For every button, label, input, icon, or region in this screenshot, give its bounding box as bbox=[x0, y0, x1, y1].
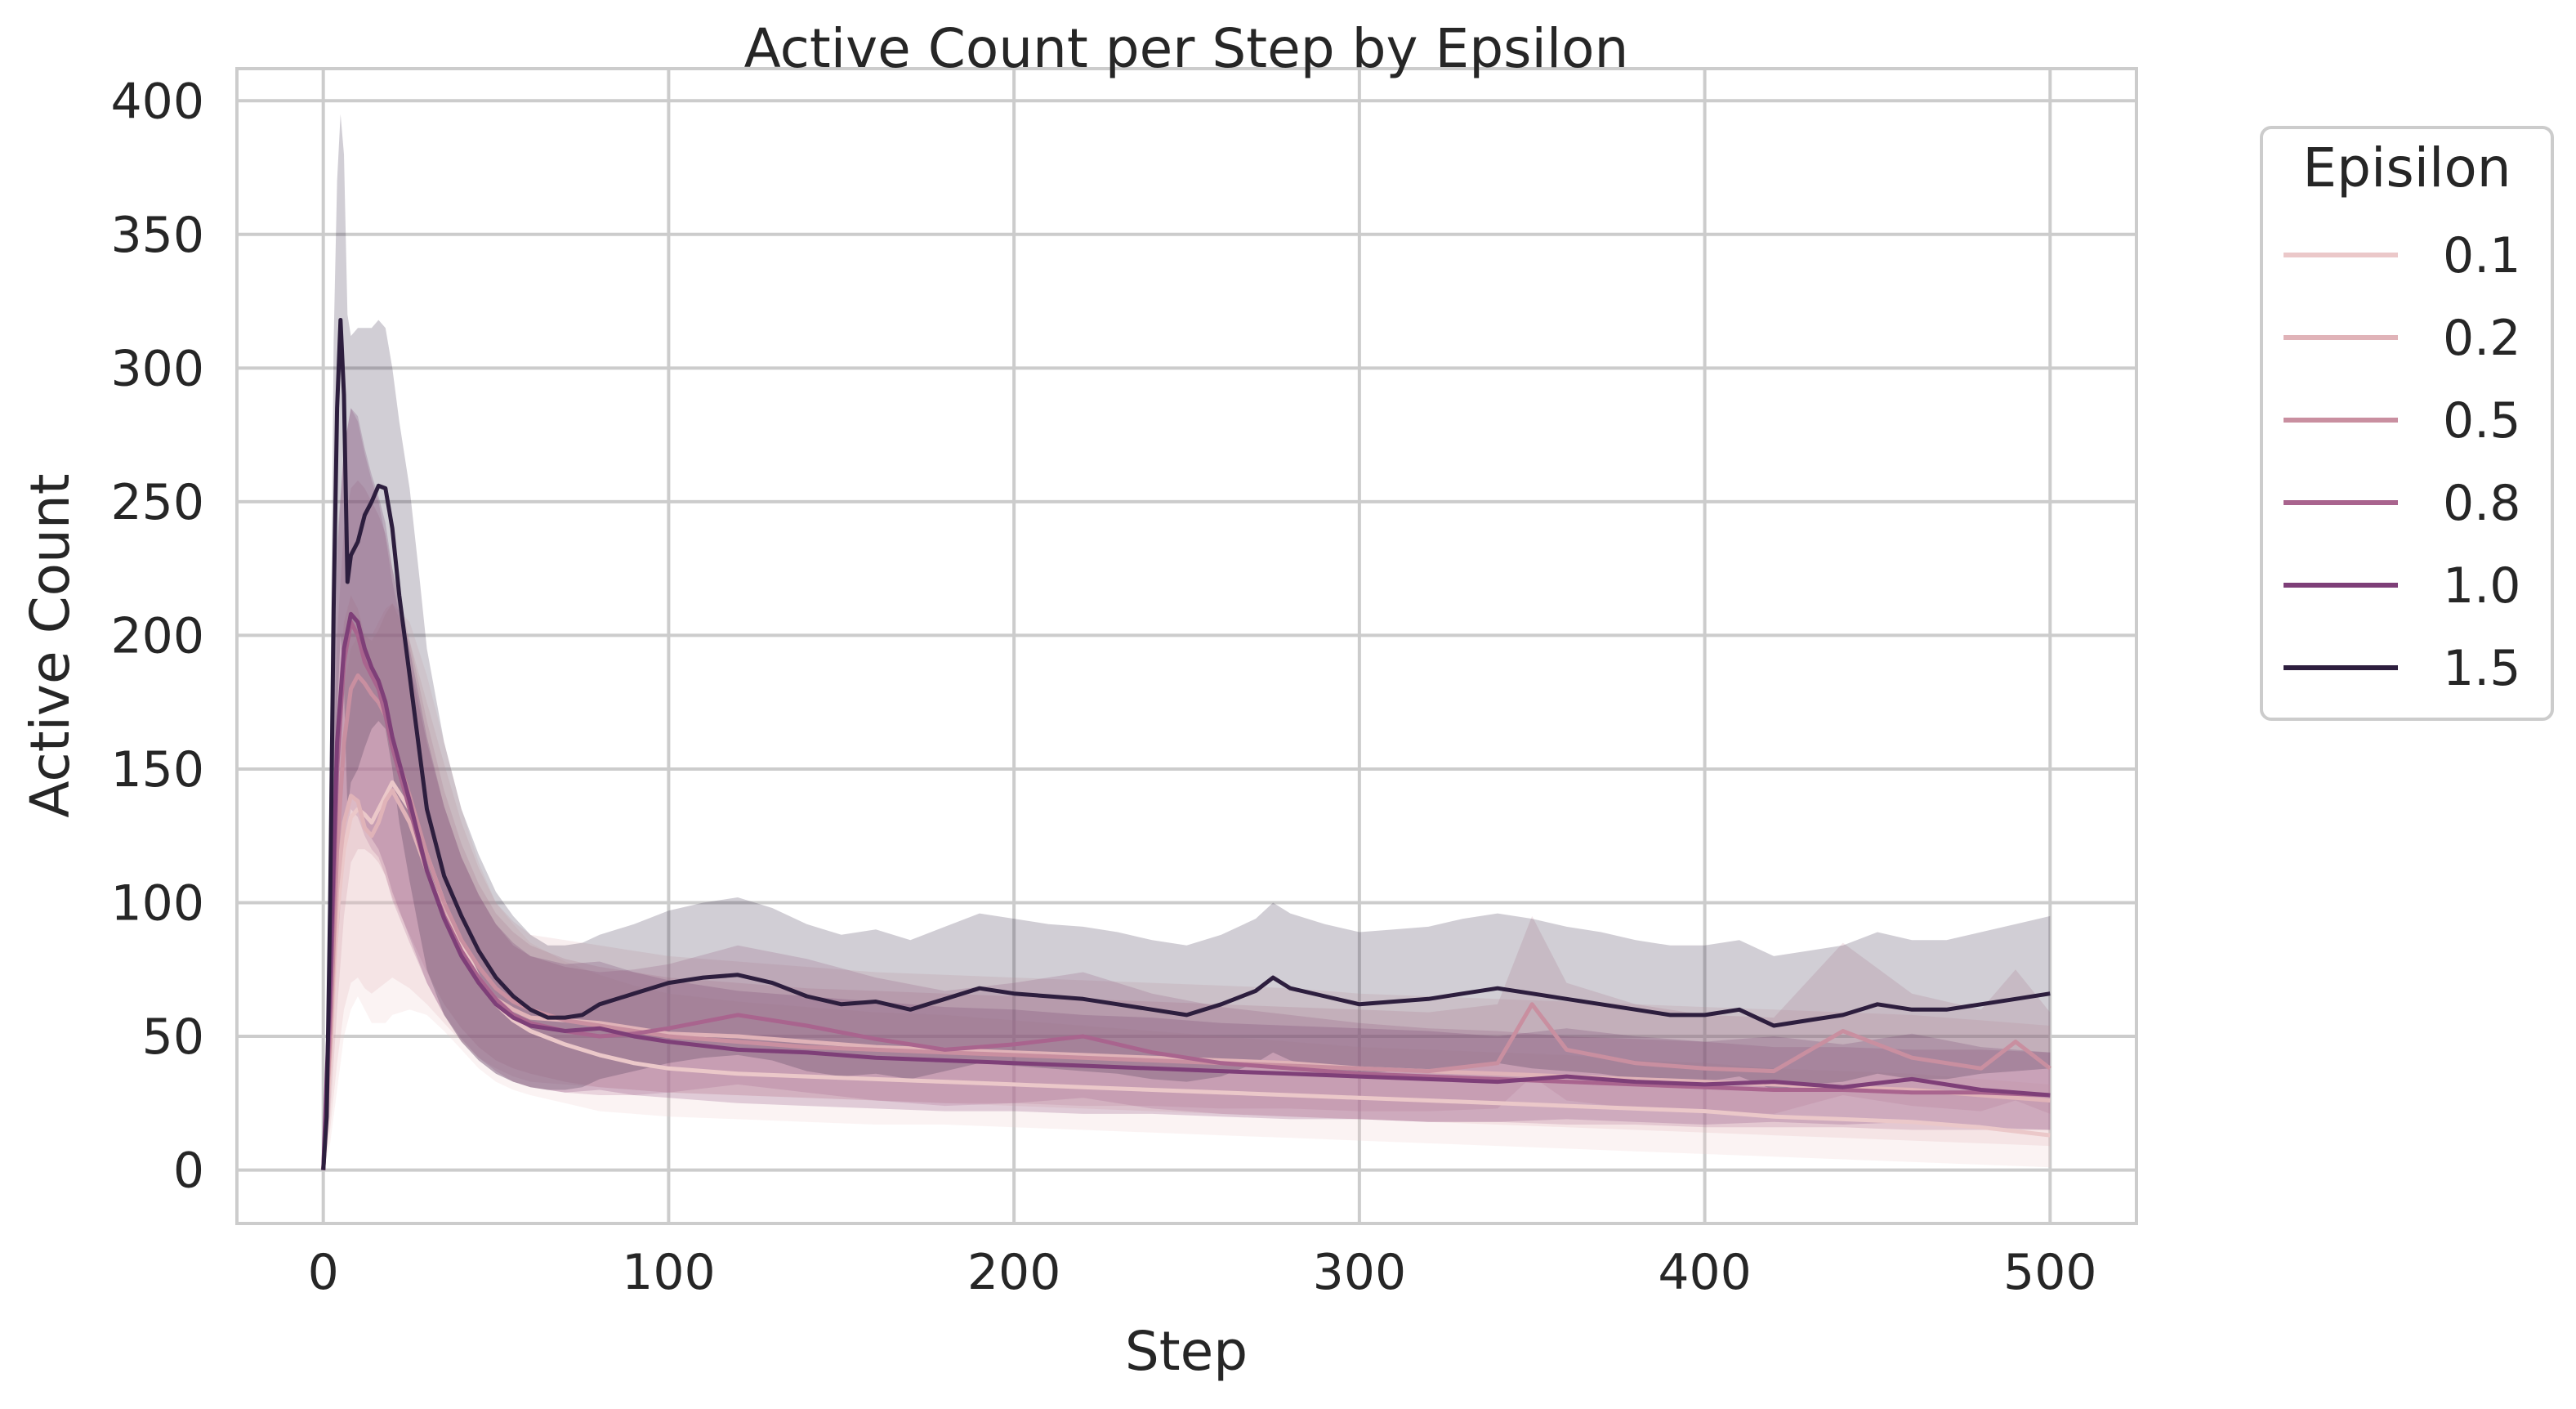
series-line-eps-1.0 bbox=[321, 611, 2051, 1170]
plot-frame bbox=[235, 67, 2138, 1225]
x-tick-labels: 0 100 200 300 400 500 bbox=[308, 1244, 2097, 1301]
legend-title: Episilon bbox=[2302, 136, 2511, 199]
band-eps-1.5 bbox=[323, 114, 2051, 1170]
y-tick-label: 350 bbox=[110, 207, 204, 264]
y-tick-label: 300 bbox=[110, 340, 204, 397]
series-line-eps-0.1 bbox=[321, 780, 2051, 1170]
legend-label-eps-0.8: 0.8 bbox=[2443, 475, 2520, 532]
y-axis-label: Active Count bbox=[19, 473, 82, 817]
series-line-eps-0.8 bbox=[321, 620, 2051, 1170]
x-tick-label: 400 bbox=[1658, 1244, 1752, 1301]
x-axis-label: Step bbox=[1125, 1320, 1248, 1383]
legend-label-eps-0.1: 0.1 bbox=[2443, 227, 2520, 284]
legend-label-eps-0.2: 0.2 bbox=[2443, 310, 2520, 367]
y-tick-label: 100 bbox=[110, 875, 204, 933]
series-line-eps-1.5 bbox=[321, 318, 2051, 1170]
band-eps-0.2 bbox=[323, 595, 2051, 1170]
series-lines bbox=[321, 318, 2051, 1170]
legend-label-eps-1.5: 1.5 bbox=[2443, 640, 2520, 697]
y-tick-label: 150 bbox=[110, 741, 204, 798]
y-tick-label: 200 bbox=[110, 607, 204, 664]
x-tick-label: 300 bbox=[1313, 1244, 1407, 1301]
y-tick-label: 0 bbox=[173, 1143, 204, 1200]
x-tick-label: 100 bbox=[622, 1244, 716, 1301]
x-tick-label: 500 bbox=[2003, 1244, 2097, 1301]
x-tick-label: 200 bbox=[967, 1244, 1061, 1301]
legend: Episilon 0.1 0.2 0.5 0.8 1.0 1.5 bbox=[2260, 126, 2554, 721]
legend-label-eps-0.5: 0.5 bbox=[2443, 392, 2520, 450]
y-tick-labels: 0 50 100 150 200 250 300 350 400 bbox=[110, 73, 204, 1199]
chart-title: Active Count per Step by Epsilon bbox=[744, 17, 1629, 80]
band-eps-0.1 bbox=[323, 603, 2051, 1170]
legend-label-eps-1.0: 1.0 bbox=[2443, 557, 2520, 615]
x-tick-label: 0 bbox=[308, 1244, 339, 1301]
confidence-bands bbox=[323, 114, 2051, 1170]
band-eps-0.5 bbox=[323, 480, 2051, 1170]
x-gridlines bbox=[321, 69, 2052, 1223]
y-tick-label: 250 bbox=[110, 474, 204, 531]
legend-entries: 0.1 0.2 0.5 0.8 1.0 1.5 bbox=[2284, 227, 2520, 697]
legend-frame bbox=[2260, 126, 2554, 721]
series-line-eps-0.5 bbox=[321, 673, 2051, 1170]
band-eps-1.0 bbox=[323, 408, 2051, 1170]
y-tick-label: 400 bbox=[110, 73, 204, 130]
y-tick-label: 50 bbox=[142, 1009, 204, 1066]
y-gridlines bbox=[237, 99, 2136, 1172]
